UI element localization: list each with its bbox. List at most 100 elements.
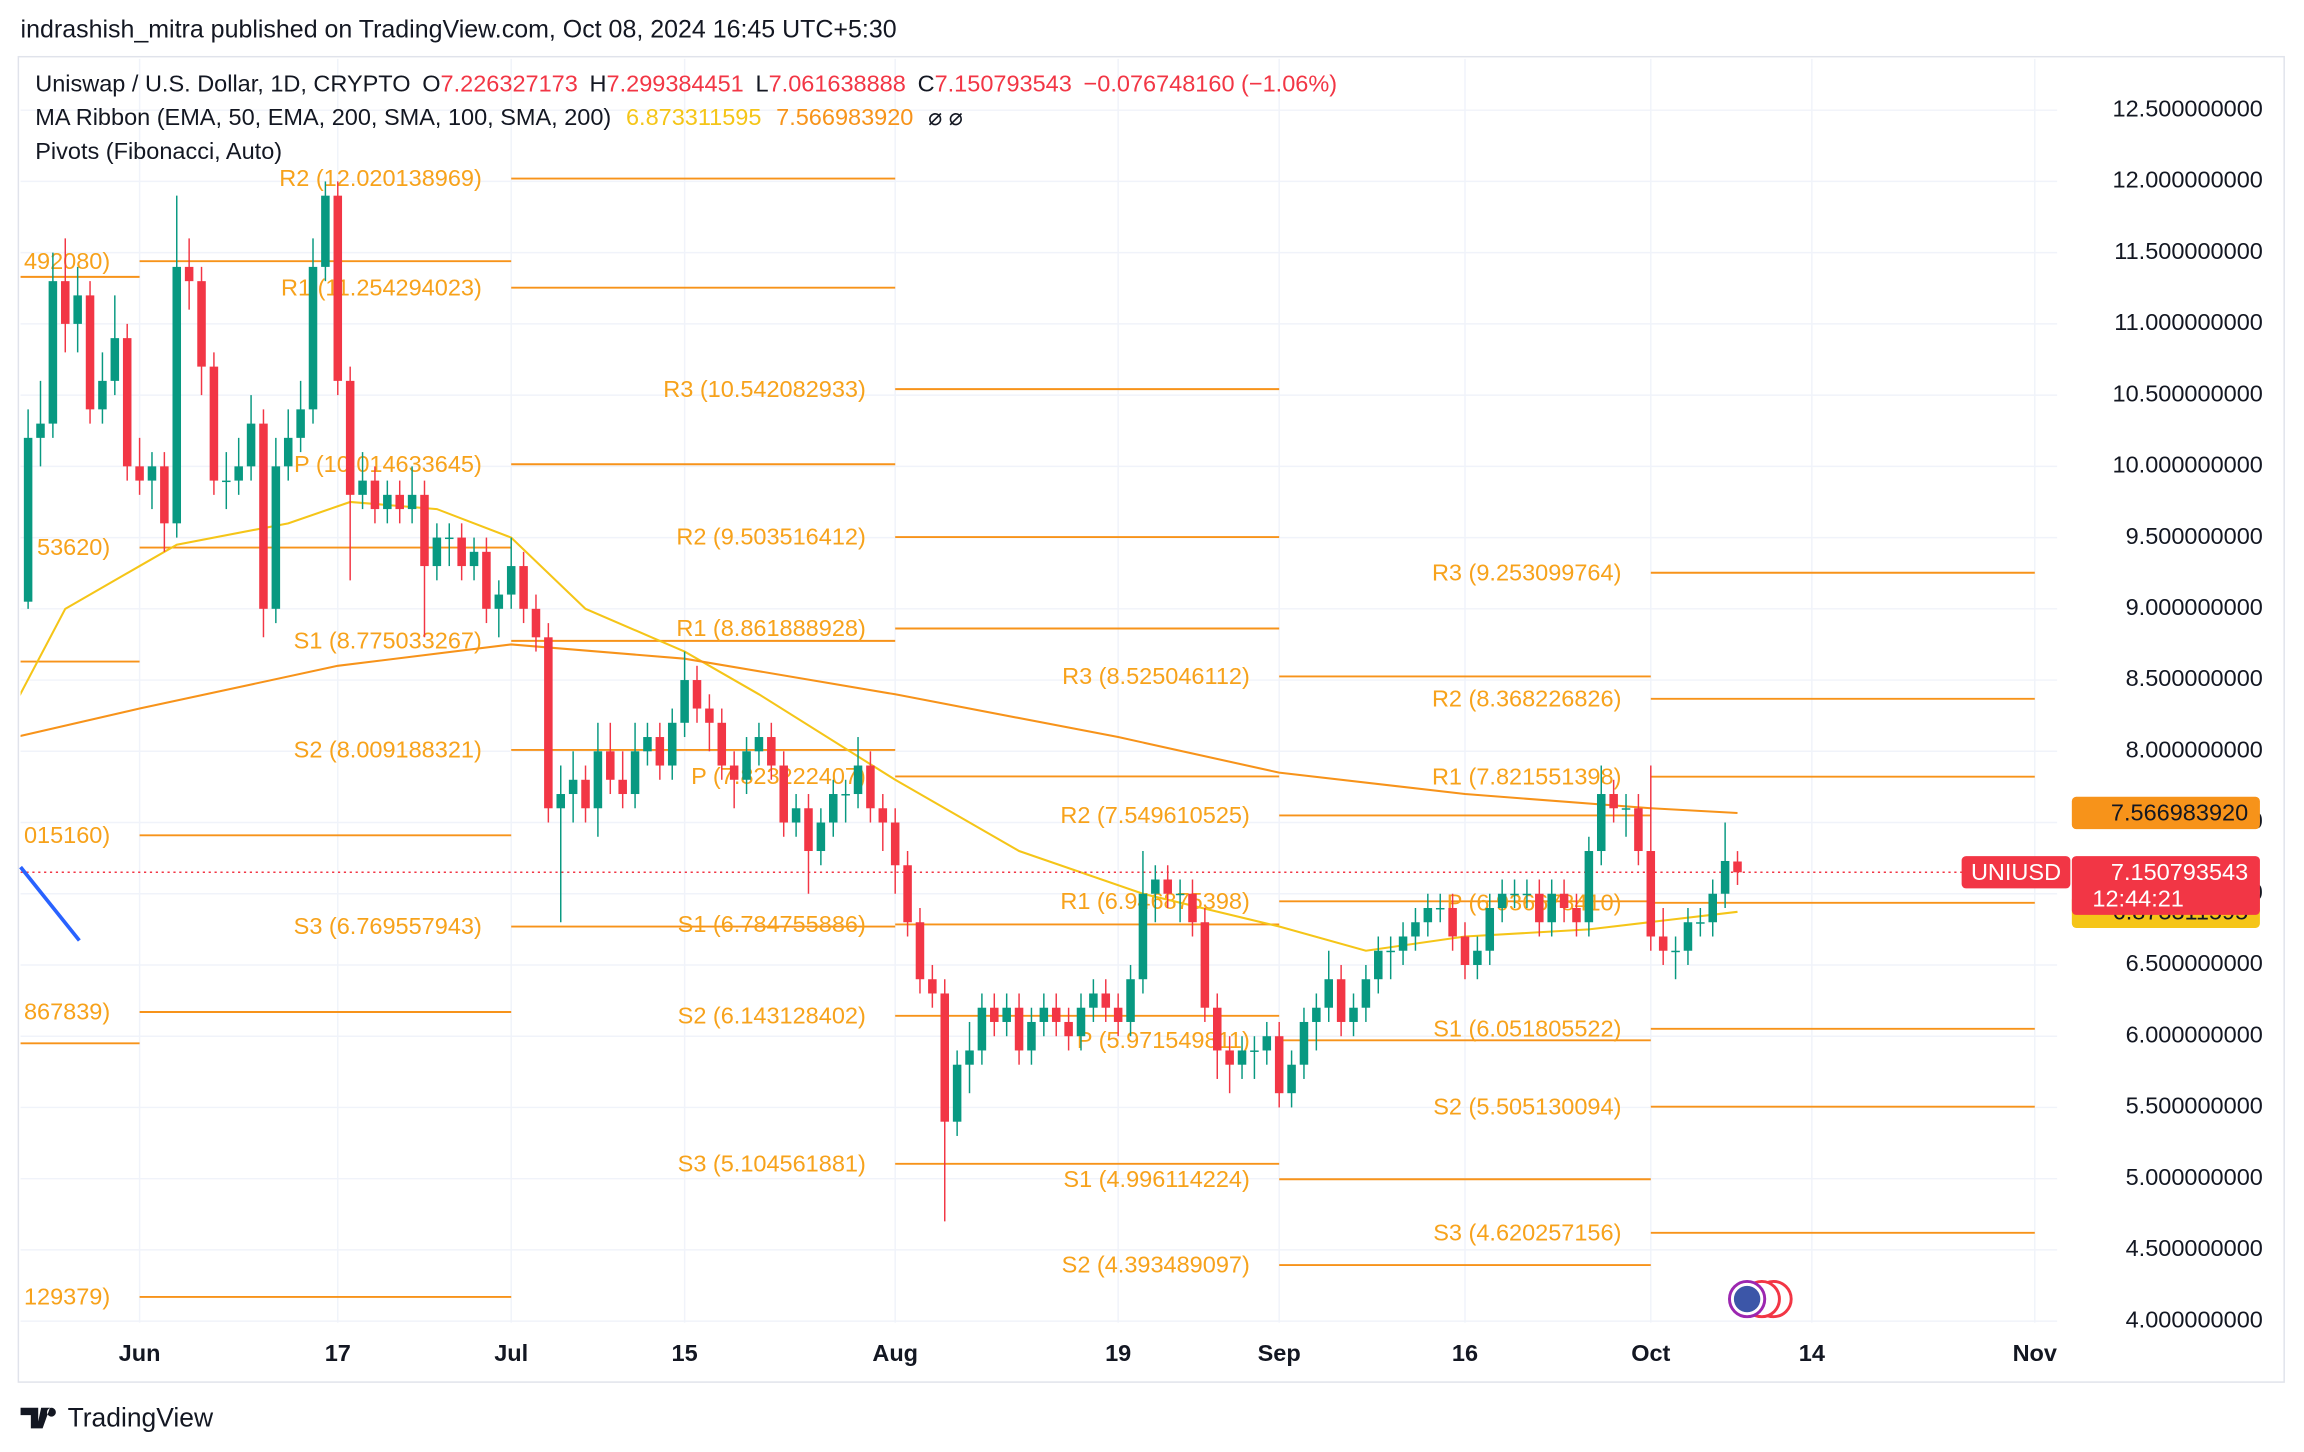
- pivot-label: R1 (7.821551398): [1432, 763, 1621, 789]
- candle-body: [1039, 1007, 1049, 1022]
- pivot-label: R3 (9.253099764): [1432, 559, 1621, 585]
- candle-body: [593, 751, 603, 809]
- pivot-label: S3 (5.104561881): [678, 1150, 866, 1176]
- candle-body: [1237, 1050, 1247, 1065]
- symbol-badge: UNIUSD: [1971, 859, 2061, 885]
- candle-body: [1398, 936, 1408, 951]
- pivot-label: 492080): [24, 248, 110, 274]
- candle-body: [1683, 922, 1693, 951]
- candle-body: [370, 480, 380, 510]
- candle-body: [1349, 1007, 1358, 1022]
- candle-body: [1386, 950, 1395, 953]
- ma-line: [20, 643, 1738, 814]
- y-tick-label: 9.000000000: [2126, 594, 2263, 620]
- candle-body: [1225, 1050, 1234, 1065]
- candle-body: [135, 466, 144, 481]
- candle-body: [345, 380, 355, 495]
- ohlc-value: 7.150793543: [935, 71, 1072, 97]
- candle-body: [1101, 993, 1111, 1008]
- candle-body: [1113, 1007, 1123, 1022]
- candle-body: [1522, 893, 1532, 896]
- pivot-label: P (7.823222407): [691, 763, 866, 789]
- legend-line: Uniswap / U.S. Dollar, 1D, CRYPTO O7.2263…: [35, 71, 1337, 97]
- x-tick-label: Jul: [494, 1340, 528, 1366]
- y-tick-label: 5.500000000: [2126, 1093, 2263, 1119]
- candle-body: [407, 494, 417, 510]
- candle-body: [321, 195, 330, 267]
- candle-body: [841, 794, 850, 796]
- last-price-label: 7.150793543: [2111, 859, 2248, 885]
- candle-body: [1312, 1007, 1321, 1022]
- pivot-label: R2 (7.549610525): [1060, 802, 1249, 828]
- candle-body: [1696, 922, 1705, 924]
- candle-body: [643, 737, 652, 752]
- ohlc-value: 7.299384451: [607, 71, 744, 97]
- ohlc-name: C: [918, 71, 935, 97]
- header: indrashish_mitra published on TradingVie…: [21, 16, 897, 44]
- pivots-title: Pivots (Fibonacci, Auto): [35, 138, 282, 164]
- candle-body: [1448, 907, 1457, 937]
- candle-body: [1708, 893, 1717, 923]
- candle-body: [606, 751, 615, 780]
- pivot-label: S1 (4.996114224): [1063, 1166, 1249, 1192]
- candle-body: [283, 437, 293, 467]
- ohlc-name: L: [756, 71, 769, 97]
- candle-body: [1609, 794, 1618, 809]
- candle-body: [1411, 922, 1420, 937]
- candle-body: [952, 1064, 962, 1122]
- ribbon-na: ⌀ ⌀: [928, 104, 963, 130]
- candle-body: [1621, 808, 1631, 810]
- candle-body: [1051, 1007, 1061, 1022]
- candle-body: [568, 779, 578, 795]
- candle-body: [197, 281, 206, 367]
- brand-logo: TradingView: [20, 1403, 214, 1433]
- candle-body: [519, 566, 528, 609]
- x-tick-label: 19: [1105, 1340, 1131, 1366]
- candle-body: [1460, 936, 1470, 965]
- pivot-label: R2 (12.020138969): [279, 165, 482, 191]
- candle-body: [1497, 893, 1507, 908]
- candle-body: [1336, 979, 1346, 1022]
- x-tick-label: Sep: [1258, 1340, 1301, 1366]
- candle-body: [1324, 979, 1333, 1008]
- pivot-label: R2 (8.368226826): [1432, 685, 1621, 711]
- last-price-badge: [2071, 856, 2260, 915]
- y-tick-label: 11.000000000: [2114, 309, 2263, 335]
- candle-body: [928, 979, 937, 994]
- candle-body: [506, 566, 516, 595]
- candle-body: [965, 1050, 974, 1065]
- candle-body: [222, 480, 231, 483]
- candle-body: [1163, 879, 1172, 894]
- last-price-badge: [1961, 856, 2071, 889]
- candle-body: [1138, 893, 1148, 980]
- candle-body: [692, 680, 702, 709]
- candle-body: [680, 680, 689, 723]
- candle-body: [1076, 1007, 1086, 1037]
- pivot-label: R3 (8.525046112): [1062, 663, 1250, 689]
- candle-body: [234, 466, 243, 481]
- pivot-label: S1 (6.051805522): [1433, 1016, 1621, 1042]
- price-badge-label: 7.566983920: [2111, 800, 2248, 826]
- candle-body: [531, 608, 541, 638]
- candle-body: [1274, 1036, 1284, 1094]
- candle-body: [246, 423, 256, 467]
- pivot-label: S2 (6.143128402): [678, 1002, 866, 1028]
- candle-body: [110, 338, 120, 381]
- candle-body: [1485, 907, 1495, 951]
- candle-body: [754, 737, 764, 752]
- candle-body: [259, 423, 268, 609]
- candle-body: [1002, 1007, 1011, 1022]
- x-tick-label: Jun: [119, 1340, 161, 1366]
- candle-body: [853, 765, 863, 795]
- candle-body: [1423, 907, 1433, 923]
- candle-body: [717, 722, 727, 766]
- candle-body: [1658, 936, 1668, 951]
- candle-body: [160, 466, 169, 524]
- pivot-label: P (6.936678410): [1447, 889, 1622, 915]
- candle-body: [1014, 1007, 1024, 1051]
- candle-body: [1126, 979, 1135, 1022]
- candle-body: [1634, 808, 1643, 852]
- candle-body: [729, 765, 739, 780]
